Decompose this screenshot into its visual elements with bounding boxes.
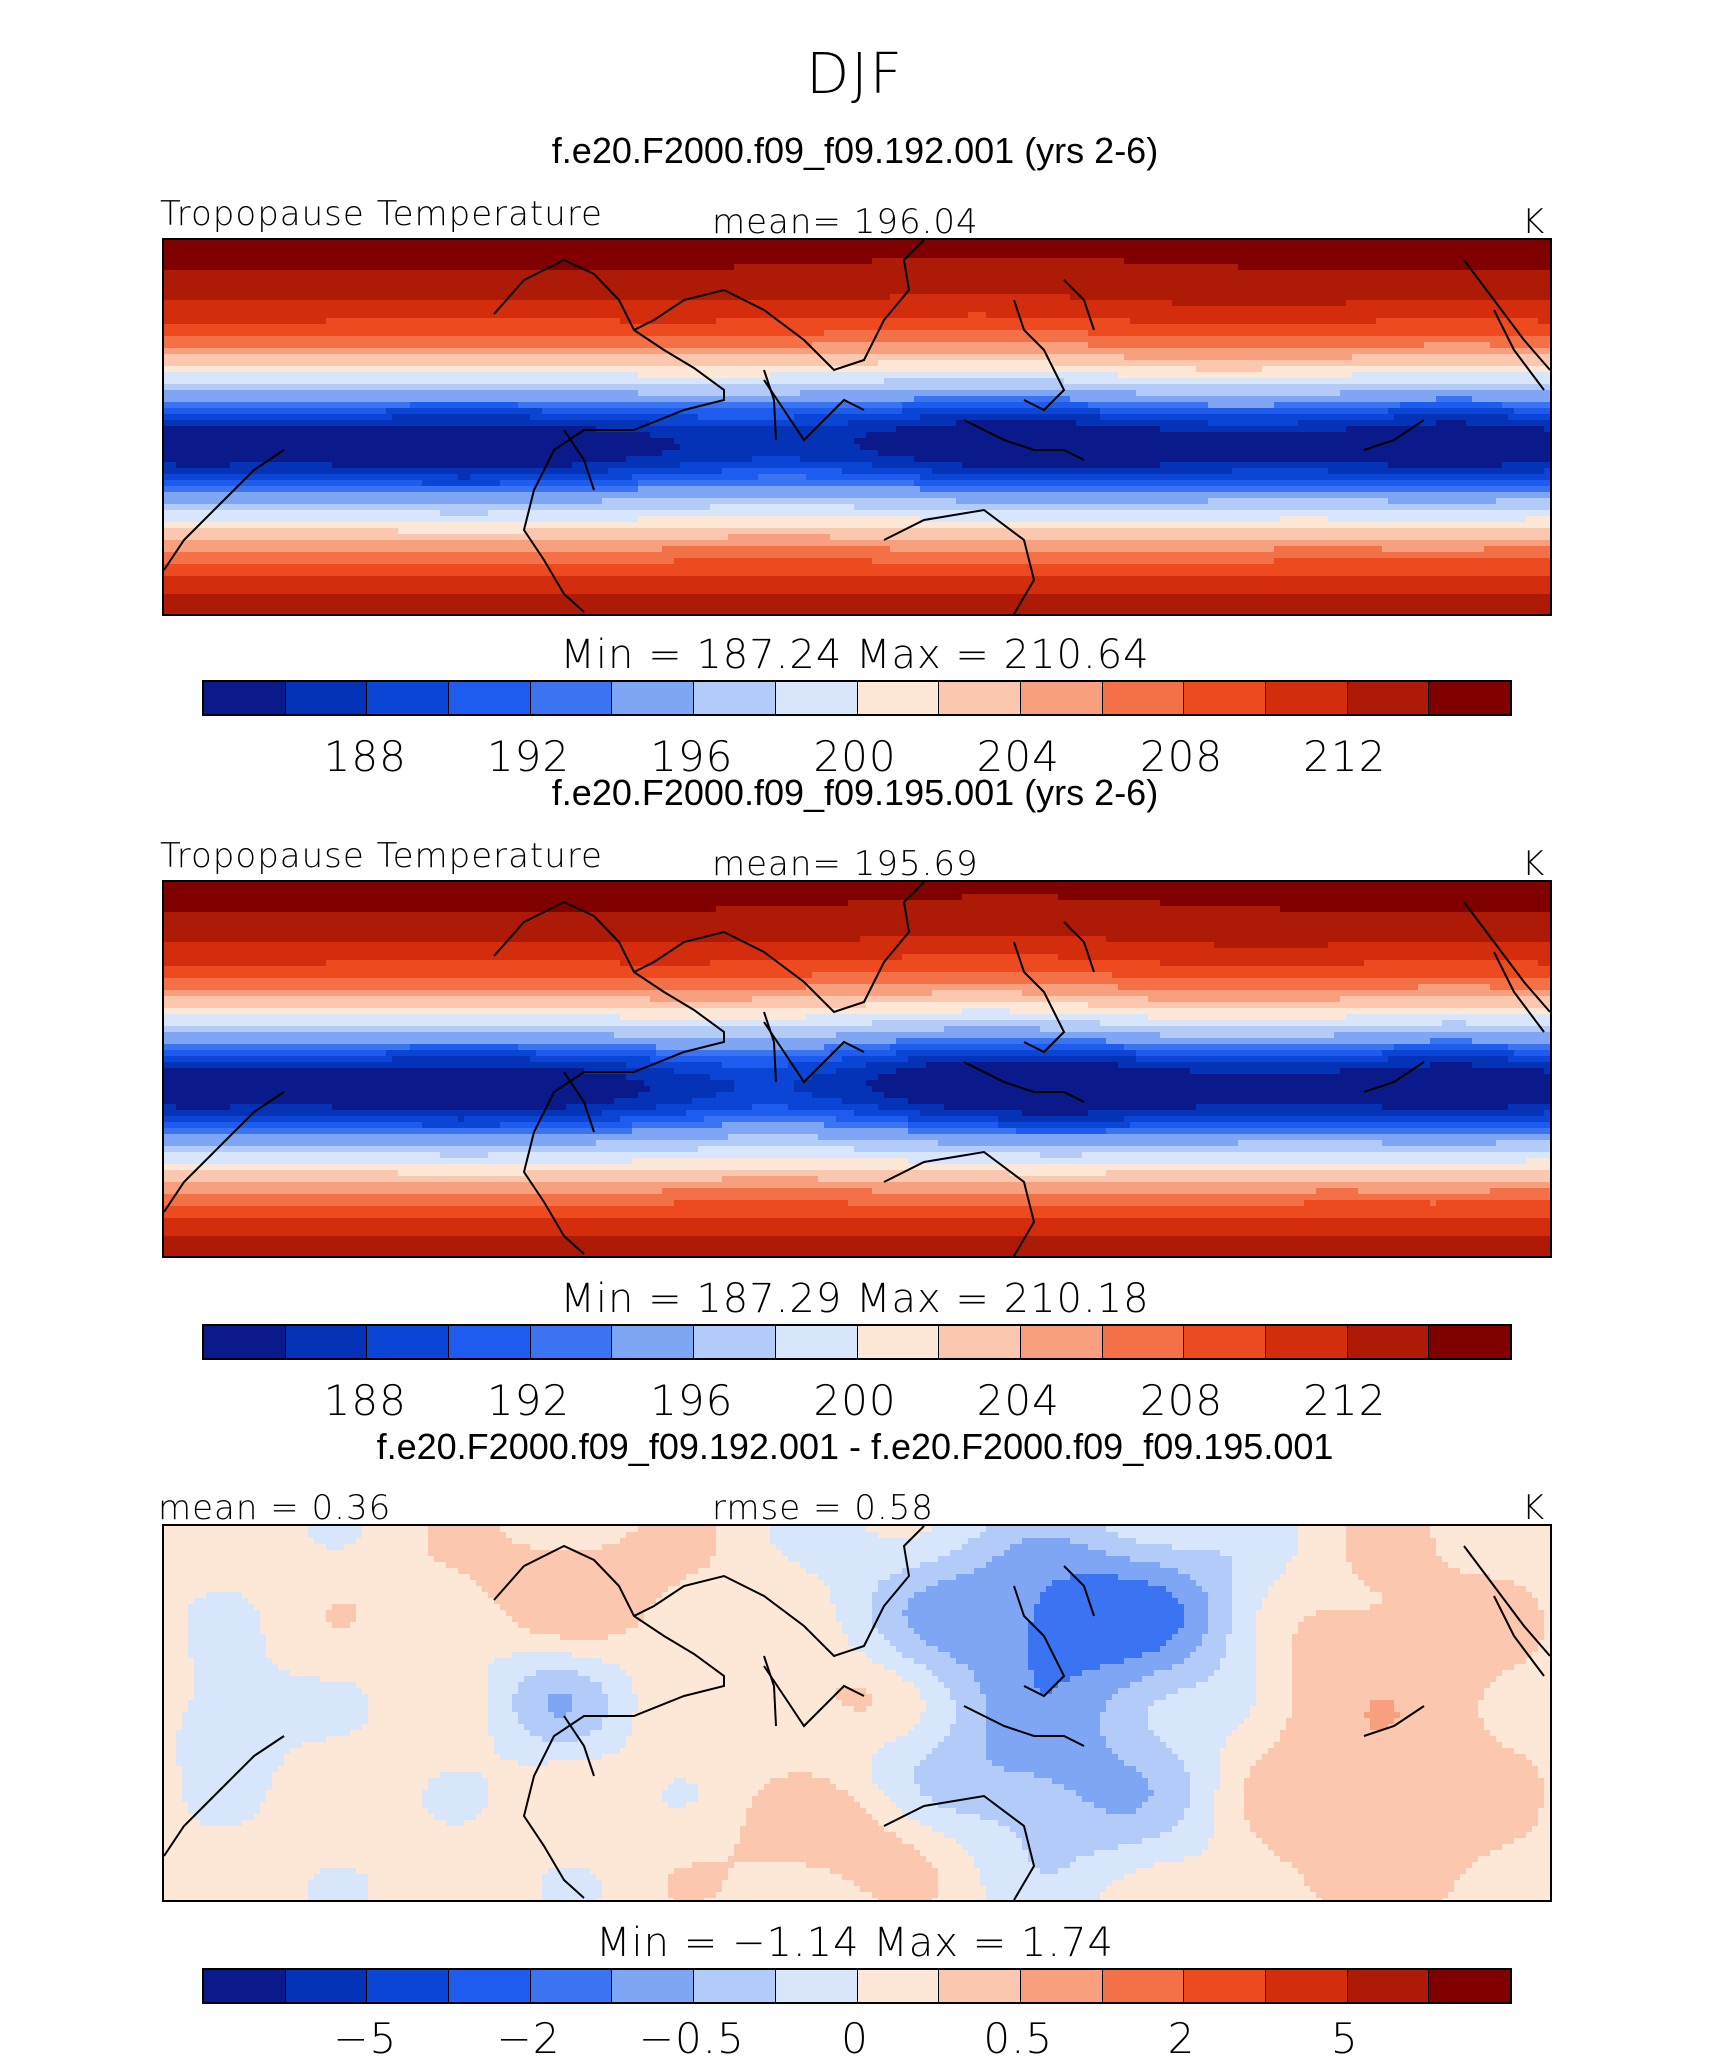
colorbar-swatch [1348, 682, 1430, 714]
colorbar-swatch [612, 1326, 694, 1358]
colorbar-swatch [858, 682, 940, 714]
colorbar-tick-label: 0 [841, 2014, 869, 2063]
colorbar-tick-label: 192 [487, 1376, 570, 1425]
colorbar-swatch [1266, 682, 1348, 714]
panel1-units-label: K [1522, 202, 1545, 242]
panel1-variable-label: Tropopause Temperature [160, 194, 603, 234]
colorbar-swatch [367, 1970, 449, 2002]
panel2-variable-label: Tropopause Temperature [160, 836, 603, 876]
colorbar-swatch [531, 1970, 613, 2002]
panel2-minmax: Min = 187.29 Max = 210.18 [0, 1276, 1710, 1322]
colorbar-swatch [939, 1970, 1021, 2002]
colorbar-tick-label: −2 [497, 2014, 561, 2063]
colorbar-swatch [858, 1326, 940, 1358]
colorbar-swatch [1348, 1326, 1430, 1358]
colorbar-swatch [204, 682, 286, 714]
colorbar-tick-label: −5 [333, 2014, 397, 2063]
colorbar-swatch [694, 1326, 776, 1358]
panel3-title: f.e20.F2000.f09_f09.192.001 - f.e20.F200… [0, 1426, 1710, 1468]
panel2-colorbar [202, 1324, 1512, 1360]
colorbar-swatch [286, 682, 368, 714]
panel1-mean-label: mean= 196.04 [712, 202, 979, 242]
panel3-colorbar [202, 1968, 1512, 2004]
colorbar-swatch [612, 682, 694, 714]
panel1-map [162, 238, 1552, 616]
colorbar-swatch [449, 1326, 531, 1358]
colorbar-swatch [286, 1326, 368, 1358]
colorbar-swatch [286, 1970, 368, 2002]
colorbar-tick-label: 208 [1140, 1376, 1223, 1425]
panel2-title: f.e20.F2000.f09_f09.195.001 (yrs 2-6) [0, 772, 1710, 814]
colorbar-swatch [939, 1326, 1021, 1358]
colorbar-swatch [531, 682, 613, 714]
colorbar-swatch [1266, 1970, 1348, 2002]
colorbar-swatch [367, 682, 449, 714]
colorbar-swatch [449, 1970, 531, 2002]
colorbar-swatch [694, 1970, 776, 2002]
panel3-rmse-label: rmse = 0.58 [712, 1488, 934, 1528]
colorbar-tick-label: 212 [1303, 1376, 1386, 1425]
panel1-colorbar [202, 680, 1512, 716]
colorbar-swatch [1429, 1326, 1510, 1358]
panel2-map [162, 880, 1552, 1258]
panel2-units-label: K [1522, 844, 1545, 884]
colorbar-swatch [1021, 1970, 1103, 2002]
colorbar-tick-label: 2 [1168, 2014, 1196, 2063]
colorbar-tick-label: 196 [650, 1376, 733, 1425]
colorbar-swatch [449, 682, 531, 714]
colorbar-swatch [612, 1970, 694, 2002]
panel3-mean-label: mean = 0.36 [158, 1488, 391, 1528]
panel3-units-label: K [1522, 1488, 1545, 1528]
colorbar-tick-label: 0.5 [983, 2014, 1053, 2063]
colorbar-tick-label: 200 [813, 1376, 896, 1425]
panel3-map [162, 1524, 1552, 1902]
colorbar-swatch [204, 1326, 286, 1358]
colorbar-tick-label: 5 [1331, 2014, 1359, 2063]
panel3-minmax: Min = −1.14 Max = 1.74 [0, 1920, 1710, 1966]
colorbar-tick-label: 204 [977, 1376, 1060, 1425]
panel1-minmax: Min = 187.24 Max = 210.64 [0, 632, 1710, 678]
colorbar-swatch [776, 682, 858, 714]
colorbar-swatch [776, 1326, 858, 1358]
colorbar-swatch [776, 1970, 858, 2002]
colorbar-swatch [1021, 1326, 1103, 1358]
colorbar-swatch [1184, 682, 1266, 714]
colorbar-tick-label: −0.5 [639, 2014, 745, 2063]
colorbar-swatch [1429, 682, 1510, 714]
panel2-mean-label: mean= 195.69 [712, 844, 979, 884]
colorbar-swatch [1348, 1970, 1430, 2002]
colorbar-swatch [1184, 1326, 1266, 1358]
colorbar-swatch [1184, 1970, 1266, 2002]
colorbar-swatch [204, 1970, 286, 2002]
colorbar-swatch [1103, 1970, 1185, 2002]
colorbar-swatch [694, 682, 776, 714]
colorbar-tick-label: 188 [324, 1376, 407, 1425]
colorbar-swatch [1103, 1326, 1185, 1358]
colorbar-swatch [858, 1970, 940, 2002]
season-title: DJF [0, 42, 1710, 107]
colorbar-swatch [1266, 1326, 1348, 1358]
panel1-title: f.e20.F2000.f09_f09.192.001 (yrs 2-6) [0, 130, 1710, 172]
colorbar-swatch [1103, 682, 1185, 714]
colorbar-swatch [1429, 1970, 1510, 2002]
colorbar-swatch [531, 1326, 613, 1358]
colorbar-swatch [1021, 682, 1103, 714]
colorbar-swatch [367, 1326, 449, 1358]
colorbar-swatch [939, 682, 1021, 714]
